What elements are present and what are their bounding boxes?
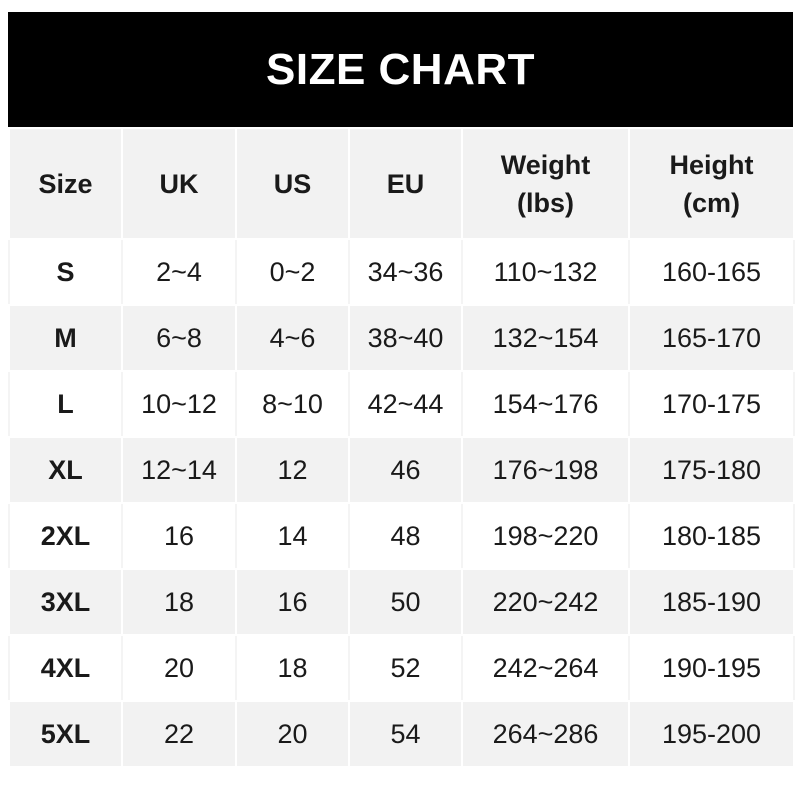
cell-eu: 52 [348,634,463,702]
cell-height: 180-185 [628,502,795,570]
header-row: Size UK US EU Weight (lbs) Height (cm) [8,127,795,240]
cell-eu: 34~36 [348,238,463,306]
cell-size: XL [8,436,123,504]
cell-weight: 176~198 [461,436,630,504]
table-row: 5XL 22 20 54 264~286 195-200 [8,700,795,768]
table-row: 3XL 18 16 50 220~242 185-190 [8,568,795,636]
table-row: M 6~8 4~6 38~40 132~154 165-170 [8,304,795,372]
cell-height: 195-200 [628,700,795,768]
cell-eu: 50 [348,568,463,636]
cell-eu: 38~40 [348,304,463,372]
table-row: 2XL 16 14 48 198~220 180-185 [8,502,795,570]
cell-us: 12 [235,436,350,504]
table-row: S 2~4 0~2 34~36 110~132 160-165 [8,238,795,306]
cell-weight: 154~176 [461,370,630,438]
cell-weight: 242~264 [461,634,630,702]
cell-weight: 220~242 [461,568,630,636]
chart-title: SIZE CHART [8,12,793,127]
cell-weight: 264~286 [461,700,630,768]
cell-eu: 54 [348,700,463,768]
cell-uk: 10~12 [121,370,237,438]
cell-us: 8~10 [235,370,350,438]
cell-size: L [8,370,123,438]
cell-size: 3XL [8,568,123,636]
cell-size: M [8,304,123,372]
header-uk: UK [121,127,237,240]
header-eu: EU [348,127,463,240]
cell-uk: 16 [121,502,237,570]
cell-us: 14 [235,502,350,570]
cell-size: 2XL [8,502,123,570]
cell-uk: 20 [121,634,237,702]
cell-us: 4~6 [235,304,350,372]
header-us: US [235,127,350,240]
cell-weight: 110~132 [461,238,630,306]
table-row: 4XL 20 18 52 242~264 190-195 [8,634,795,702]
cell-us: 0~2 [235,238,350,306]
header-height: Height (cm) [628,127,795,240]
table-row: L 10~12 8~10 42~44 154~176 170-175 [8,370,795,438]
cell-uk: 12~14 [121,436,237,504]
cell-size: 4XL [8,634,123,702]
cell-uk: 6~8 [121,304,237,372]
size-table: Size UK US EU Weight (lbs) Height (cm) S 2~… [8,127,795,768]
cell-us: 18 [235,634,350,702]
header-size: Size [8,127,123,240]
cell-eu: 46 [348,436,463,504]
cell-height: 175-180 [628,436,795,504]
cell-weight: 198~220 [461,502,630,570]
cell-weight: 132~154 [461,304,630,372]
cell-eu: 48 [348,502,463,570]
cell-height: 160-165 [628,238,795,306]
cell-height: 165-170 [628,304,795,372]
cell-us: 16 [235,568,350,636]
cell-uk: 22 [121,700,237,768]
cell-eu: 42~44 [348,370,463,438]
cell-size: 5XL [8,700,123,768]
cell-height: 170-175 [628,370,795,438]
cell-size: S [8,238,123,306]
cell-height: 190-195 [628,634,795,702]
cell-uk: 18 [121,568,237,636]
cell-uk: 2~4 [121,238,237,306]
cell-us: 20 [235,700,350,768]
cell-height: 185-190 [628,568,795,636]
table-row: XL 12~14 12 46 176~198 175-180 [8,436,795,504]
header-weight: Weight (lbs) [461,127,630,240]
